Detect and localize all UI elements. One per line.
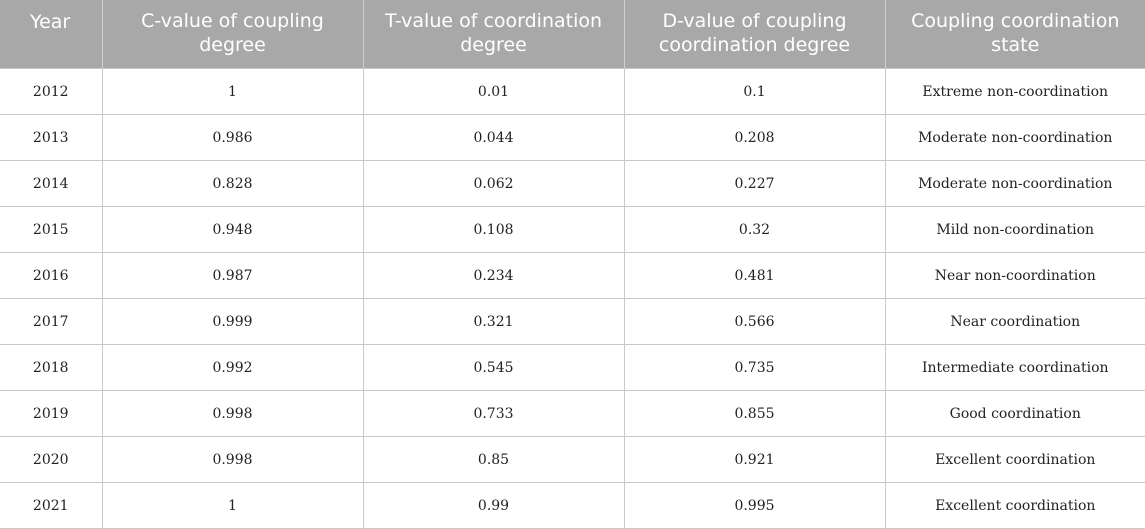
table-row: 2013 0.986 0.044 0.208 Moderate non-coor… xyxy=(0,114,1145,161)
cell-d-value: 0.921 xyxy=(623,436,886,483)
cell-t-value: 0.733 xyxy=(362,390,625,437)
cell-d-value: 0.1 xyxy=(623,68,886,115)
cell-t-value: 0.044 xyxy=(362,114,625,161)
cell-c-value: 1 xyxy=(101,68,364,115)
cell-d-value: 0.227 xyxy=(623,160,886,207)
cell-state: Intermediate coordination xyxy=(884,344,1145,391)
cell-state: Moderate non-coordination xyxy=(884,160,1145,207)
cell-year: 2016 xyxy=(0,252,103,299)
cell-state: Excellent coordination xyxy=(884,436,1145,483)
header-d-value: D-value of coupling coordination degree xyxy=(623,0,885,69)
cell-d-value: 0.208 xyxy=(623,114,886,161)
header-year: Year xyxy=(0,0,102,69)
cell-d-value: 0.32 xyxy=(623,206,886,253)
table-row: 2012 1 0.01 0.1 Extreme non-coordination xyxy=(0,68,1145,115)
cell-d-value: 0.855 xyxy=(623,390,886,437)
header-t-value: T-value of coordination degree xyxy=(362,0,624,69)
header-state-label: Coupling coordination state xyxy=(911,10,1120,56)
cell-c-value: 0.992 xyxy=(101,344,364,391)
header-t-value-label: T-value of coordination degree xyxy=(384,10,603,56)
cell-d-value: 0.735 xyxy=(623,344,886,391)
table-row: 2017 0.999 0.321 0.566 Near coordination xyxy=(0,298,1145,345)
table-row: 2018 0.992 0.545 0.735 Intermediate coor… xyxy=(0,344,1145,391)
cell-year: 2014 xyxy=(0,160,103,207)
cell-d-value: 0.995 xyxy=(623,482,886,529)
table-row: 2019 0.998 0.733 0.855 Good coordination xyxy=(0,390,1145,437)
cell-state: Near coordination xyxy=(884,298,1145,345)
cell-d-value: 0.566 xyxy=(623,298,886,345)
cell-year: 2021 xyxy=(0,482,103,529)
cell-c-value: 1 xyxy=(101,482,364,529)
cell-state: Mild non-coordination xyxy=(884,206,1145,253)
table-row: 2016 0.987 0.234 0.481 Near non-coordina… xyxy=(0,252,1145,299)
cell-t-value: 0.99 xyxy=(362,482,625,529)
cell-t-value: 0.321 xyxy=(362,298,625,345)
cell-t-value: 0.01 xyxy=(362,68,625,115)
table-header: Year C-value of coupling degree T-value … xyxy=(0,0,1145,69)
table-row: 2015 0.948 0.108 0.32 Mild non-coordinat… xyxy=(0,206,1145,253)
cell-t-value: 0.062 xyxy=(362,160,625,207)
header-c-value-label: C-value of coupling degree xyxy=(141,10,324,56)
cell-state: Good coordination xyxy=(884,390,1145,437)
cell-c-value: 0.948 xyxy=(101,206,364,253)
table-row: 2021 1 0.99 0.995 Excellent coordination xyxy=(0,482,1145,529)
cell-c-value: 0.987 xyxy=(101,252,364,299)
cell-c-value: 0.999 xyxy=(101,298,364,345)
cell-c-value: 0.986 xyxy=(101,114,364,161)
header-c-value: C-value of coupling degree xyxy=(101,0,363,69)
cell-c-value: 0.998 xyxy=(101,390,364,437)
table-row: 2020 0.998 0.85 0.921 Excellent coordina… xyxy=(0,436,1145,483)
cell-t-value: 0.85 xyxy=(362,436,625,483)
cell-year: 2018 xyxy=(0,344,103,391)
cell-c-value: 0.828 xyxy=(101,160,364,207)
cell-year: 2012 xyxy=(0,68,103,115)
table-row: 2014 0.828 0.062 0.227 Moderate non-coor… xyxy=(0,160,1145,207)
header-state: Coupling coordination state xyxy=(884,0,1145,69)
header-d-value-label: D-value of coupling coordination degree xyxy=(658,10,851,56)
cell-t-value: 0.108 xyxy=(362,206,625,253)
cell-state: Extreme non-coordination xyxy=(884,68,1145,115)
cell-t-value: 0.545 xyxy=(362,344,625,391)
cell-state: Excellent coordination xyxy=(884,482,1145,529)
cell-t-value: 0.234 xyxy=(362,252,625,299)
cell-state: Near non-coordination xyxy=(884,252,1145,299)
header-row: Year C-value of coupling degree T-value … xyxy=(0,0,1145,69)
cell-d-value: 0.481 xyxy=(623,252,886,299)
cell-year: 2015 xyxy=(0,206,103,253)
cell-year: 2013 xyxy=(0,114,103,161)
table-body: 2012 1 0.01 0.1 Extreme non-coordination… xyxy=(0,68,1145,529)
cell-year: 2019 xyxy=(0,390,103,437)
cell-c-value: 0.998 xyxy=(101,436,364,483)
cell-year: 2020 xyxy=(0,436,103,483)
cell-year: 2017 xyxy=(0,298,103,345)
cell-state: Moderate non-coordination xyxy=(884,114,1145,161)
